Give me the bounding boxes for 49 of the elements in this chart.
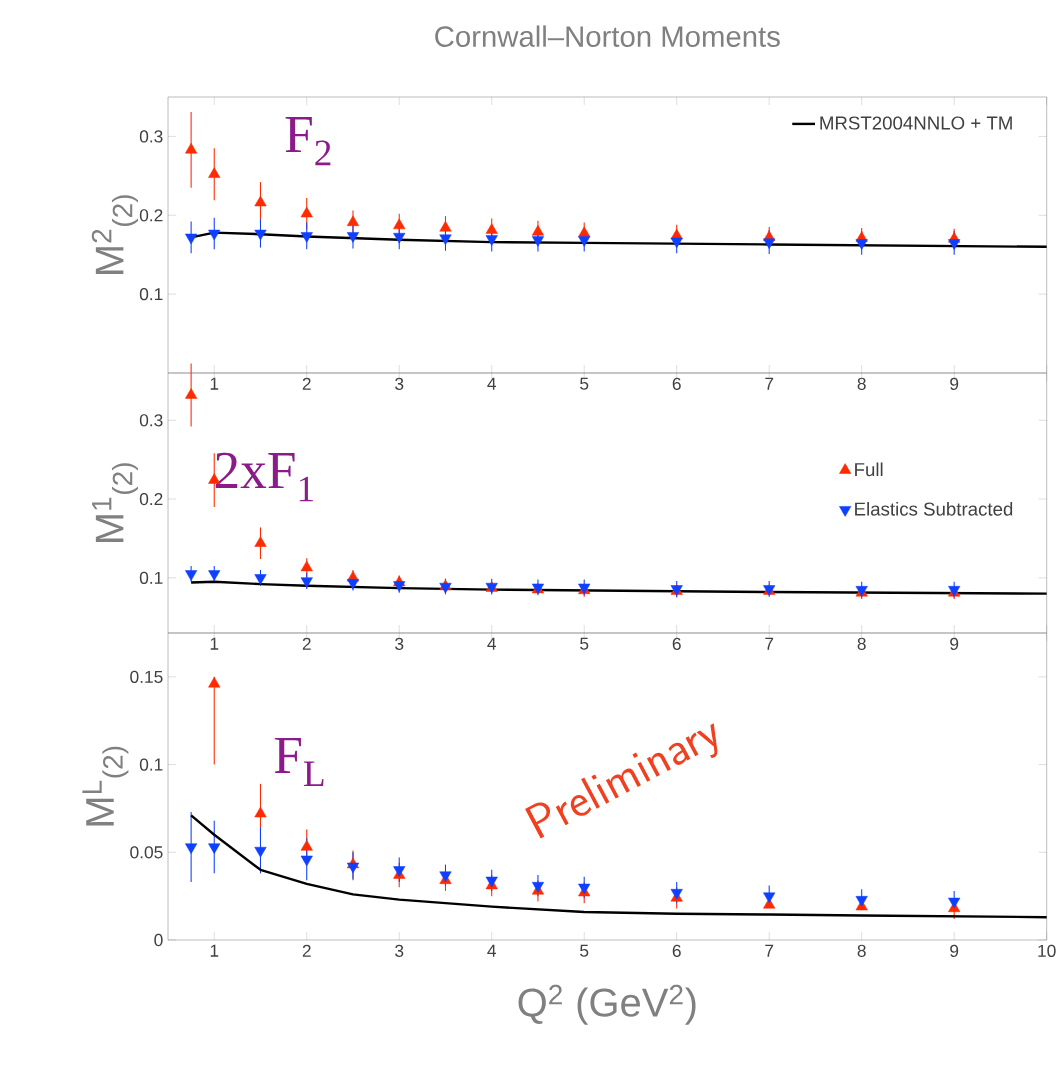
x-tick-label: 7 [765,944,774,957]
x-tick-label: 10 [1038,944,1056,957]
y-tick-label: 0.15 [130,670,163,683]
x-tick-label: 9 [950,637,959,650]
annotation: F$_{2}$ [285,117,331,166]
x-tick-label: 1 [210,377,219,390]
y-tick-label: 0.2 [139,209,163,222]
x-tick-label: 6 [672,637,681,650]
y-tick-label: 0.3 [139,130,163,143]
x-tick-label: 6 [672,377,681,390]
y-tick-label: 0.1 [139,571,163,584]
annotation: 2xF$_{1}$ [215,452,313,502]
y-tick-label: 0.05 [130,846,163,859]
chart-title: Cornwall–Norton Moments [435,25,780,47]
x-tick-label: 7 [765,637,774,650]
x-tick-label: 8 [857,637,866,650]
x-tick-label: 8 [857,377,866,390]
y-axis-title: M$^{L}$(2) [82,746,129,826]
x-tick-label: 5 [580,637,589,650]
x-tick-label: 5 [580,944,589,957]
x-tick-label: 8 [857,944,866,957]
x-axis-title: Q$^{2}$ (GeV$^{2}$) [518,984,696,1025]
legend-label: Full [855,462,883,477]
x-tick-label: 4 [487,637,497,650]
y-tick-label: 0.3 [139,414,163,427]
x-tick-label: 3 [395,637,404,650]
x-tick-label: 4 [487,377,497,390]
y-tick-label: 0.1 [139,288,163,301]
x-tick-label: 9 [950,944,959,957]
x-tick-label: 7 [765,377,774,390]
x-tick-label: 6 [672,944,681,957]
y-tick-label: 0 [154,933,163,947]
x-tick-label: 4 [487,944,497,957]
y-tick-label: 0.2 [139,492,163,506]
legend-label: Elastics Subtracted [855,501,1013,516]
legend-label: MRST2004NNLO + TM [820,116,1012,130]
x-tick-label: 2 [302,637,311,650]
y-axis-title: M$^{2}$(2) [91,195,139,274]
y-axis-title: M$^{1}$(2) [92,463,139,542]
x-tick-label: 1 [210,637,219,650]
x-tick-label: 2 [302,944,311,957]
x-tick-label: 5 [580,377,589,390]
annotation: F$_{L}$ [274,737,324,786]
x-tick-label: 9 [950,377,959,390]
y-tick-label: 0.1 [139,758,163,771]
x-tick-label: 3 [395,944,404,957]
x-tick-label: 3 [395,377,404,390]
x-tick-label: 2 [302,377,311,390]
x-tick-label: 1 [210,944,219,957]
